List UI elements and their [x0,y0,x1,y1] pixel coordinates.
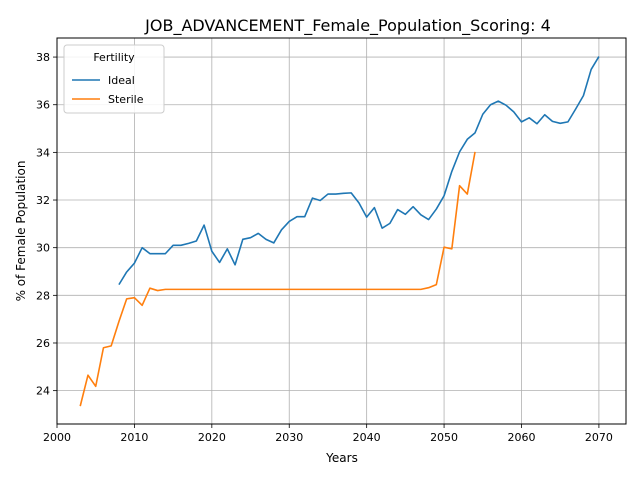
plot-frame [56,37,627,425]
y-tick-label: 32 [36,194,50,207]
series-line-ideal [118,56,600,286]
axis-ticks: 2000 2010 2020 2030 2040 2050 2060 2070 24 26 28 30… [36,51,613,444]
legend: Fertility Ideal Sterile [63,44,165,114]
x-tick-label: 2030 [275,431,303,444]
grid-lines [56,38,626,424]
legend-title: Fertility [93,51,135,64]
x-tick-label: 2070 [585,431,613,444]
x-tick-label: 2060 [507,431,535,444]
y-tick-label: 36 [36,99,50,112]
x-axis-label: Years [325,451,358,465]
x-tick-label: 2050 [430,431,458,444]
x-tick-label: 2040 [353,431,381,444]
y-tick-label: 30 [36,242,50,255]
legend-label-sterile: Sterile [108,93,144,106]
legend-box [63,44,165,114]
y-tick-label: 34 [36,146,50,159]
y-tick-label: 28 [36,289,50,302]
y-tick-label: 24 [36,385,50,398]
y-axis-label: % of Female Population [14,161,28,302]
y-tick-label: 38 [36,51,50,64]
series-line-sterile [79,151,476,407]
x-tick-label: 2020 [198,431,226,444]
legend-label-ideal: Ideal [108,74,135,87]
y-tick-label: 26 [36,337,50,350]
series-lines [79,56,600,407]
chart-title: JOB_ADVANCEMENT_Female_Population_Scorin… [144,16,551,36]
x-tick-label: 2000 [43,431,71,444]
x-tick-label: 2010 [120,431,148,444]
